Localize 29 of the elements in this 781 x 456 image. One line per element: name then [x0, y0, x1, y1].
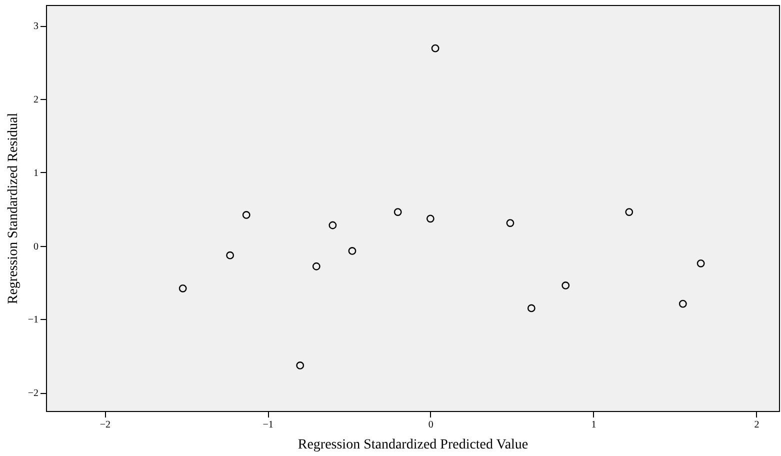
x-tick-label: 2 — [754, 420, 760, 430]
y-tick-label: 2 — [34, 94, 38, 106]
x-tick-label: −1 — [262, 420, 274, 430]
point — [696, 259, 705, 268]
point — [348, 247, 356, 255]
point — [226, 251, 234, 260]
x-tick-label: 0 — [428, 420, 434, 430]
x-tick-label: −2 — [100, 420, 110, 430]
y-tick-label: 1 — [34, 168, 38, 179]
point — [296, 362, 304, 370]
point — [312, 262, 320, 270]
point — [426, 214, 434, 223]
point — [328, 221, 337, 230]
point — [506, 219, 514, 227]
y-tick-label: −1 — [28, 314, 38, 326]
y-axis-title: Regression Standardized Residual — [6, 112, 21, 304]
point — [431, 44, 440, 52]
point — [678, 300, 687, 308]
point — [178, 284, 187, 292]
point — [242, 211, 250, 219]
point — [625, 208, 634, 216]
x-axis-title: Regression Standardized Predicted Value — [298, 438, 528, 452]
y-tick-label: −2 — [28, 388, 38, 400]
point — [562, 282, 570, 290]
y-tick-label: 3 — [34, 21, 38, 32]
point — [394, 208, 402, 216]
y-tick-label: 0 — [34, 241, 38, 252]
x-tick-label: 1 — [591, 420, 596, 430]
point — [527, 304, 536, 312]
